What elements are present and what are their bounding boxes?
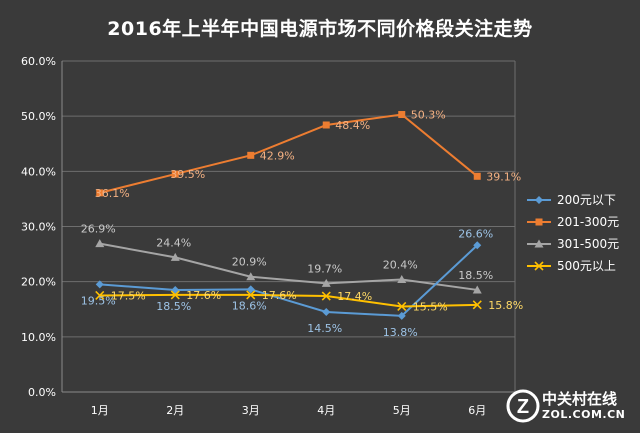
data-point <box>321 291 331 301</box>
legend-label: 301-500元 <box>557 237 619 251</box>
series-1 <box>95 241 482 320</box>
data-label: 17.6% <box>262 289 297 302</box>
legend-item: 301-500元 <box>527 237 619 251</box>
data-label: 24.4% <box>156 236 191 249</box>
chart-title: 2016年上半年中国电源市场不同价格段关注走势 <box>107 18 533 40</box>
x-tick-label: 1月 <box>91 404 109 417</box>
data-label: 13.8% <box>383 326 418 339</box>
y-tick-label: 50.0% <box>21 110 56 123</box>
legend-item: 201-300元 <box>527 215 619 229</box>
data-label: 17.6% <box>186 289 221 302</box>
legend-item: 500元以上 <box>527 259 616 273</box>
zol-logo-letter: Z <box>517 396 529 418</box>
data-point <box>246 285 255 294</box>
y-tick-label: 0.0% <box>28 386 56 399</box>
data-point <box>322 308 331 317</box>
x-tick-label: 4月 <box>317 404 335 417</box>
data-point <box>96 189 104 197</box>
data-point <box>95 280 104 289</box>
data-label: 26.9% <box>81 223 116 236</box>
zol-logo-icon: Z <box>506 389 540 423</box>
x-marker-stroke <box>246 290 256 300</box>
legend-marker <box>535 196 543 204</box>
data-point <box>246 272 256 281</box>
legend-item: 200元以下 <box>527 193 616 207</box>
data-point <box>321 278 331 287</box>
data-label: 15.8% <box>488 299 523 312</box>
legend-marker <box>534 261 544 271</box>
data-point <box>398 111 406 119</box>
y-tick-label: 30.0% <box>21 221 56 234</box>
data-label: 19.5% <box>81 294 116 307</box>
watermark-domain: ZOL.COM.CN <box>542 408 626 421</box>
x-marker-stroke <box>321 291 331 301</box>
data-label: 14.5% <box>307 322 342 335</box>
x-marker-stroke <box>170 290 180 300</box>
series-2 <box>96 111 481 197</box>
x-tick-label: 3月 <box>242 404 260 417</box>
data-point <box>397 274 407 283</box>
legend-marker <box>535 218 543 226</box>
legend-label: 500元以上 <box>557 259 616 273</box>
data-point <box>473 172 481 180</box>
data-point <box>95 290 105 301</box>
data-label: 36.1% <box>95 187 130 200</box>
data-label: 18.5% <box>156 300 191 313</box>
series-line <box>99 113 478 194</box>
x-marker-stroke <box>95 290 105 301</box>
x-tick-label: 5月 <box>393 404 411 417</box>
x-marker-stroke <box>534 261 544 271</box>
data-label: 42.9% <box>260 149 295 162</box>
x-tick-label: 2月 <box>166 404 184 417</box>
data-label: 18.6% <box>232 299 267 312</box>
data-label: 17.5% <box>111 289 146 302</box>
data-point <box>171 170 179 178</box>
series-line <box>99 242 478 291</box>
y-tick-label: 10.0% <box>21 331 56 344</box>
data-point <box>473 241 482 250</box>
y-tick-label: 40.0% <box>21 165 56 178</box>
legend-marker <box>534 239 544 248</box>
data-label: 19.7% <box>307 262 342 275</box>
data-label: 18.5% <box>458 269 493 282</box>
data-label: 15.5% <box>413 300 448 313</box>
data-label: 20.9% <box>232 256 267 269</box>
zol-watermark: Z 中关村在线 ZOL.COM.CN <box>506 386 634 430</box>
x-marker-stroke <box>397 301 407 312</box>
data-point <box>170 252 180 261</box>
data-point <box>95 239 105 248</box>
data-point <box>170 290 180 300</box>
data-point <box>247 151 255 159</box>
series-line <box>99 244 478 317</box>
data-label: 39.1% <box>486 170 521 183</box>
data-point <box>246 290 256 300</box>
data-label: 48.4% <box>335 119 370 132</box>
data-point <box>472 300 482 310</box>
data-label: 50.3% <box>411 109 446 122</box>
data-point <box>397 311 406 320</box>
x-marker-stroke <box>472 300 482 310</box>
y-tick-label: 60.0% <box>21 55 56 68</box>
data-label: 26.6% <box>458 227 493 240</box>
data-label: 39.5% <box>170 168 205 181</box>
watermark-site-name: 中关村在线 <box>542 390 618 408</box>
series-3 <box>95 239 482 294</box>
data-label: 20.4% <box>383 258 418 271</box>
series-4 <box>95 290 482 312</box>
data-point <box>397 301 407 312</box>
data-label: 17.4% <box>337 290 372 303</box>
legend-label: 201-300元 <box>557 215 619 229</box>
legend-label: 200元以下 <box>557 193 616 207</box>
data-point <box>472 285 482 294</box>
series-line <box>99 293 478 308</box>
y-tick-label: 20.0% <box>21 276 56 289</box>
data-point <box>322 121 330 129</box>
x-tick-label: 6月 <box>468 404 486 417</box>
